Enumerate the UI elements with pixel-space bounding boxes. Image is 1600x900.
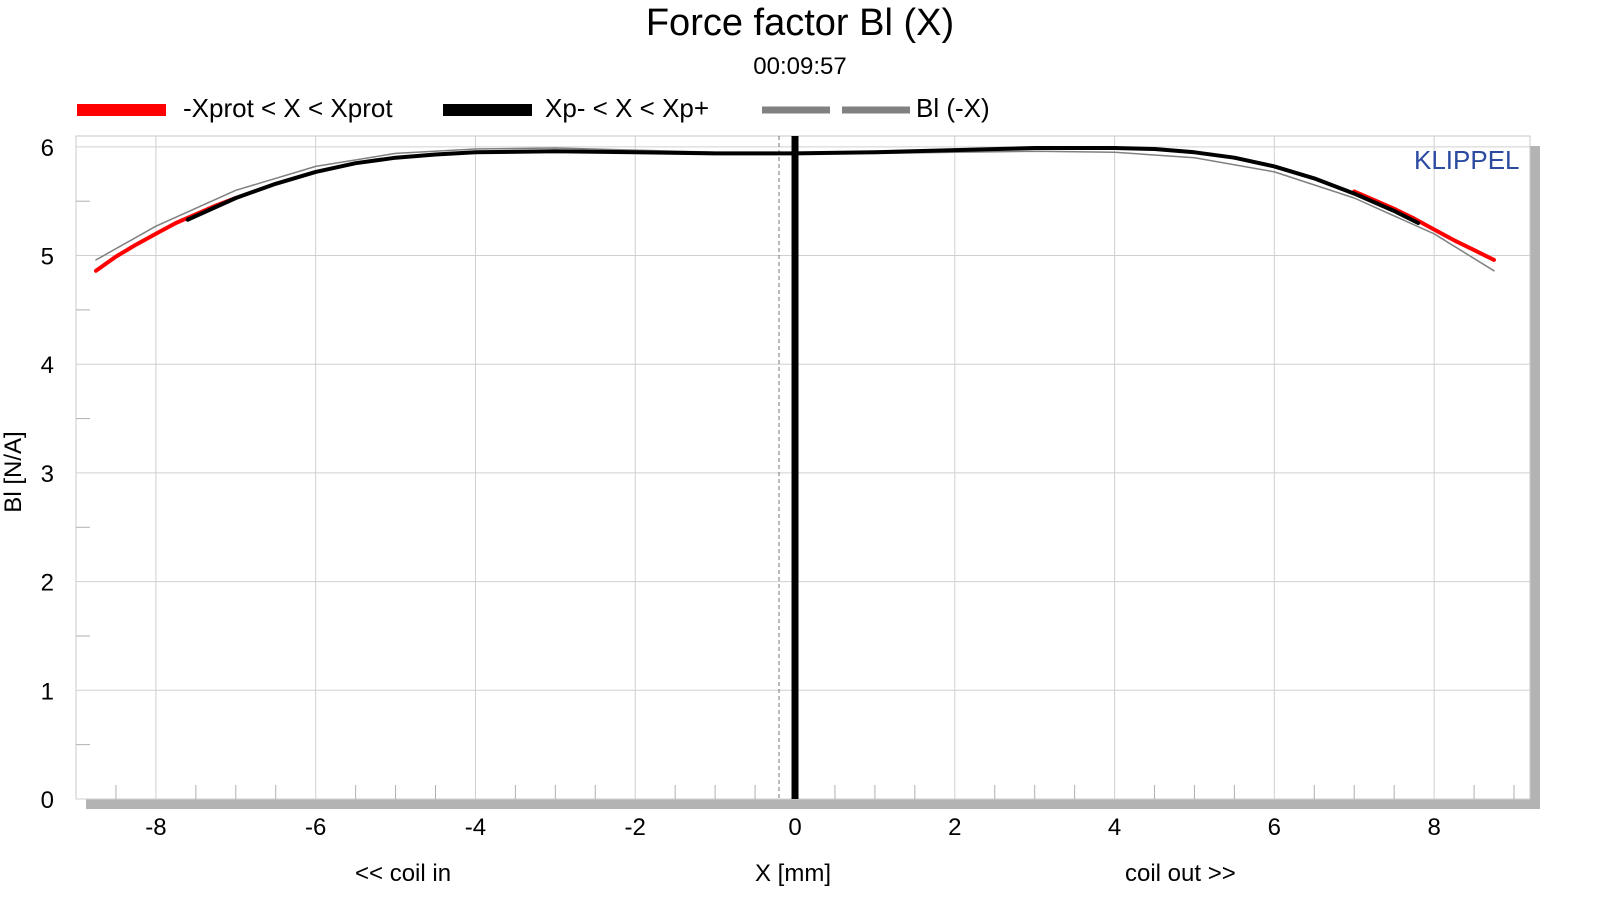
y-axis-label: Bl [N/A] [0,431,27,513]
y-tick-label: 2 [41,570,54,597]
x-tick-label: 0 [788,814,801,841]
chart-subtitle: 00:09:57 [753,53,847,80]
plot-area [75,135,1531,800]
series-1 [185,146,1421,225]
x-tick-label: 8 [1427,814,1440,841]
y-tick-label: 6 [41,135,54,162]
x-tick-label: -2 [625,814,646,841]
y-tick-label: 1 [41,678,54,705]
x-tick-label: 4 [1108,814,1121,841]
legend-label-protect: -Xprot < X < Xprot [183,93,393,123]
series-line [1352,189,1496,262]
y-tick-label: 5 [41,244,54,271]
brand-logo-text: KLIPPEL [1414,145,1520,175]
x-tick-label: 6 [1268,814,1281,841]
x-axis-label: X [mm] [755,860,831,887]
legend-label-peak: Xp- < X < Xp+ [545,93,710,123]
x-tick-label: -4 [465,814,486,841]
y-tick-label: 3 [41,461,54,488]
series-layer [94,136,1496,799]
x-tick-label: -8 [145,814,166,841]
x-annotation-right: coil out >> [1125,860,1236,887]
x-tick-label: -6 [305,814,326,841]
tick-labels: -8 -6 -4 -2 0 2 4 6 8 0 1 2 3 4 5 6 [41,135,1441,841]
chart-title: Force factor Bl (X) [645,2,955,44]
legend-label-mirror: Bl (-X) [916,93,990,123]
x-tick-label: 2 [948,814,961,841]
series-line [185,146,1421,225]
y-tick-label: 4 [41,352,54,379]
y-tick-label: 0 [41,787,54,814]
x-annotation-left: << coil in [355,860,452,887]
minor-ticks [76,200,1515,799]
grid-lines [75,135,1540,809]
